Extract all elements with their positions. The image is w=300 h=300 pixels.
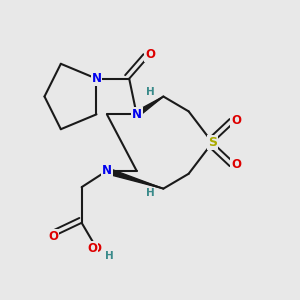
Text: O: O: [92, 242, 101, 255]
Text: H: H: [146, 188, 154, 198]
Polygon shape: [135, 97, 164, 117]
Text: H: H: [106, 250, 114, 260]
Text: N: N: [102, 164, 112, 177]
Text: O: O: [231, 158, 241, 171]
Text: H: H: [146, 87, 154, 97]
Text: N: N: [132, 108, 142, 121]
Text: O: O: [145, 48, 155, 62]
Text: S: S: [208, 136, 217, 149]
Text: N: N: [92, 72, 101, 85]
Text: O: O: [87, 242, 97, 255]
Text: O: O: [48, 230, 59, 243]
Polygon shape: [106, 168, 164, 189]
Text: O: O: [231, 114, 241, 127]
